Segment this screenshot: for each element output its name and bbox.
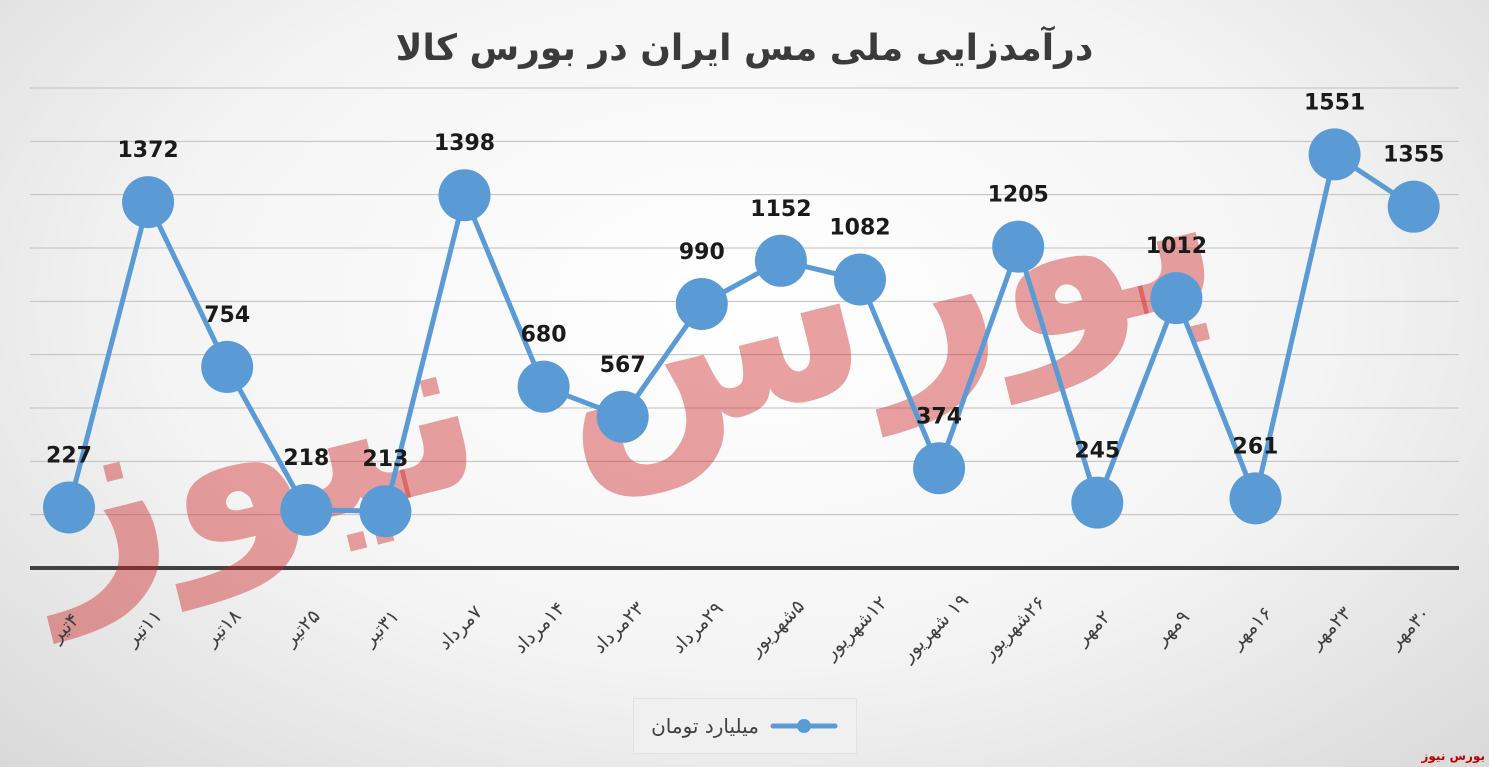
data-label: 245 [1074, 439, 1120, 464]
x-tick-label: ۱۹ شهریور [896, 590, 973, 667]
data-point[interactable] [675, 278, 728, 330]
data-point[interactable] [1387, 180, 1440, 233]
data-point[interactable] [834, 253, 886, 306]
x-tick-label: ۲۹مرداد [667, 598, 727, 658]
series-line [66, 151, 1416, 514]
data-point[interactable] [1229, 472, 1282, 525]
data-point[interactable] [517, 360, 570, 413]
data-label: 213 [362, 447, 408, 472]
data-point[interactable] [201, 340, 254, 393]
chart-title: درآمدزایی ملی مس ایران در بورس کالا [395, 28, 1094, 69]
x-tick-label: ۱۸تیر [200, 605, 246, 651]
legend-marker [770, 719, 838, 733]
gridlines [30, 87, 1459, 570]
data-label: 1355 [1383, 143, 1444, 168]
data-label: 567 [600, 353, 646, 378]
x-tick-label: ۲۵تیر [279, 605, 325, 651]
data-label: 227 [46, 443, 92, 468]
data-point[interactable] [359, 485, 412, 538]
data-label: 1398 [434, 131, 495, 156]
data-point[interactable] [992, 220, 1045, 273]
data-point[interactable] [280, 483, 333, 536]
data-point[interactable] [596, 390, 649, 443]
data-label: 1152 [750, 197, 811, 222]
data-label: 218 [283, 446, 329, 471]
legend-label: میلیارد تومان [651, 714, 759, 738]
data-label: 754 [204, 303, 250, 328]
data-label: 374 [916, 404, 962, 429]
x-axis-ticks: ۴تیر ۱۱تیر ۱۸تیر ۲۵تیر ۳۱تیر ۷مرداد ۱۴مرداد ۲۳م… [45, 590, 1435, 667]
data-point[interactable] [1150, 272, 1203, 325]
data-point[interactable] [122, 176, 175, 229]
data-label: 990 [679, 240, 725, 265]
x-tick-label: ۹مهر [1150, 606, 1194, 650]
data-label: 680 [521, 323, 567, 348]
x-tick-label: ۲۶شهریور [977, 592, 1050, 665]
x-tick-label: ۱۲شهریور [819, 592, 892, 665]
x-tick-label: ۱۴مرداد [509, 598, 569, 658]
data-label: 1551 [1304, 90, 1365, 115]
legend: میلیارد تومان [633, 698, 857, 754]
x-tick-label: ۵شهریور [744, 595, 810, 661]
data-point[interactable] [913, 442, 966, 495]
x-tick-label: ۲۳مهر [1304, 602, 1356, 654]
data-label: 1205 [988, 183, 1049, 208]
x-tick-label: ۲مهر [1071, 606, 1115, 650]
data-label: 1082 [829, 215, 890, 240]
x-tick-label: ۳۱تیر [358, 605, 404, 651]
data-label: 1012 [1146, 234, 1207, 259]
data-label: 1372 [117, 138, 178, 163]
x-tick-label: ۲۳مرداد [588, 598, 648, 658]
x-tick-label: ۱۶مهر [1225, 602, 1277, 654]
x-tick-label: ۳۰مهر [1383, 602, 1435, 654]
data-point[interactable] [754, 234, 807, 287]
data-point[interactable] [1308, 128, 1361, 181]
data-point[interactable] [43, 481, 95, 534]
data-labels: 227 1372 754 218 213 1398 680 567 990 1152 1082 374… [46, 90, 1444, 472]
series-layer [43, 128, 1440, 538]
data-label: 261 [1233, 434, 1279, 459]
data-point[interactable] [1071, 476, 1124, 529]
x-tick-label: ۷مرداد [434, 601, 487, 654]
brand-mark: بورس نیوز [1421, 749, 1485, 763]
data-point[interactable] [438, 169, 491, 222]
